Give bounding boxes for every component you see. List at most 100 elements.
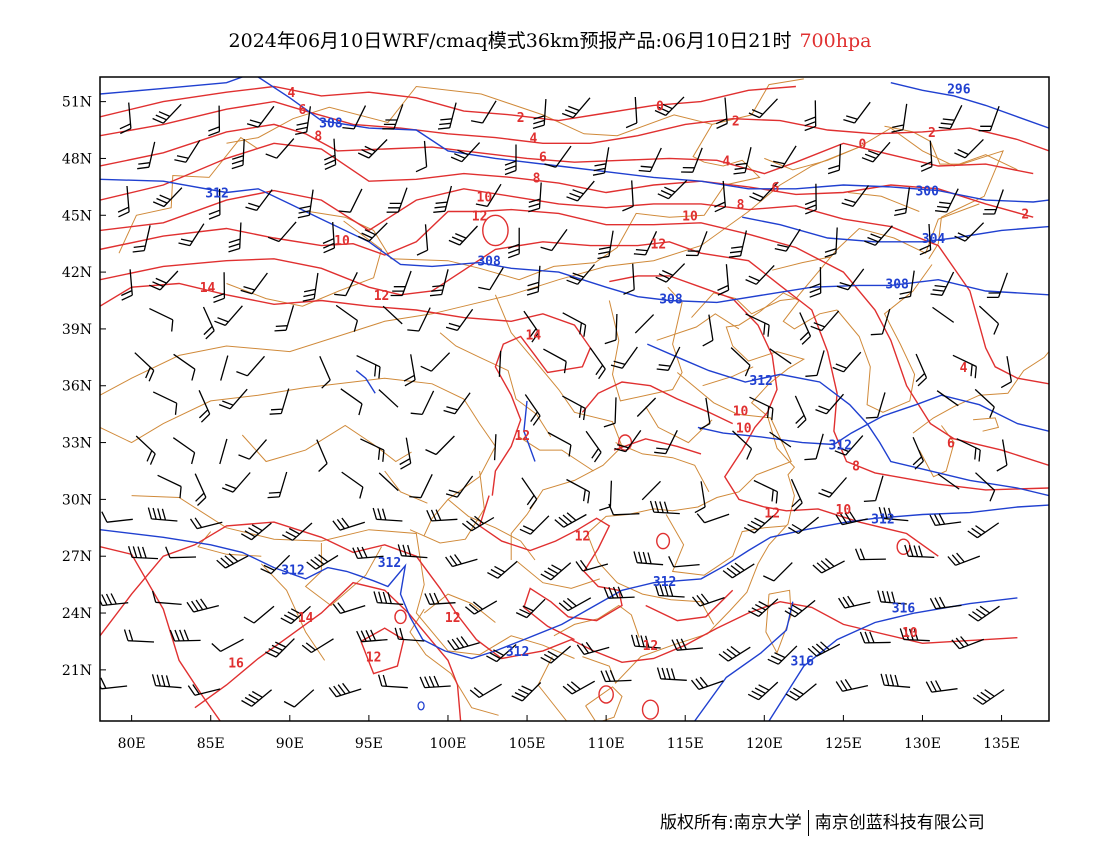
- wind-barb: [899, 628, 930, 642]
- wind-barb: [478, 267, 504, 291]
- wind-barb: [316, 439, 328, 472]
- wind-barb: [763, 562, 793, 582]
- wind-barb: [865, 392, 886, 419]
- temperature-contour-loop: [656, 532, 671, 550]
- wind-barb: [812, 558, 845, 574]
- wind-barb: [656, 667, 687, 681]
- plot-frame: [99, 76, 1050, 722]
- wind-barb: [322, 222, 336, 254]
- wind-barb: [827, 144, 842, 175]
- boundary-line: [884, 125, 1004, 260]
- wind-barb: [930, 271, 955, 296]
- wind-barb: [267, 221, 297, 243]
- wind-barb: [818, 477, 847, 498]
- lon-tick-label: 95E: [355, 736, 383, 752]
- wind-barb: [151, 590, 182, 606]
- wind-barb: [390, 270, 412, 297]
- temperature-contour-line: [100, 282, 592, 496]
- wind-barb: [504, 144, 517, 176]
- temperature-contour-line: [100, 521, 1018, 664]
- temperature-contour-label: 10: [836, 503, 852, 518]
- wind-barb: [151, 674, 182, 689]
- wind-barb: [925, 680, 958, 693]
- temperature-contour-line: [100, 546, 221, 721]
- wind-barb: [186, 598, 219, 613]
- wind-barb: [769, 431, 792, 448]
- wind-barb: [728, 230, 748, 258]
- wind-barb: [260, 554, 291, 575]
- wind-barb: [947, 552, 981, 566]
- wind-barb: [409, 474, 433, 499]
- boundary-line: [665, 514, 787, 576]
- wind-barb: [382, 305, 403, 325]
- lon-tick-label: 105E: [509, 736, 546, 752]
- footer-left: 版权所有:南京大学: [660, 813, 802, 833]
- height-contour-label: 308: [477, 255, 501, 270]
- temperature-contour-line: [581, 381, 734, 425]
- wind-barb: [748, 598, 779, 617]
- wind-barb: [599, 480, 613, 511]
- boundary-line: [304, 543, 382, 607]
- wind-barb: [804, 183, 817, 215]
- wind-barb: [208, 105, 221, 137]
- temperature-contour-line: [100, 85, 796, 122]
- wind-barb: [562, 395, 586, 421]
- wind-barb: [562, 680, 596, 695]
- wind-barb: [245, 189, 273, 212]
- wind-barb: [996, 439, 1008, 472]
- temperature-contour-label: 12: [445, 611, 461, 626]
- wind-barb: [464, 600, 498, 615]
- wind-barb: [416, 224, 429, 256]
- wind-barb: [749, 181, 779, 202]
- wind-barb: [804, 433, 824, 461]
- wind-barbs: [100, 96, 1013, 708]
- wind-barb: [753, 479, 779, 504]
- wind-barb: [117, 185, 130, 218]
- wind-barb: [920, 140, 933, 172]
- height-contour-label: 312: [281, 563, 304, 578]
- wind-barb: [526, 265, 541, 296]
- wind-barb: [671, 638, 703, 651]
- wind-barb: [834, 435, 864, 456]
- wind-barb: [211, 638, 244, 652]
- wind-barb: [169, 629, 201, 642]
- wind-barb: [295, 106, 312, 136]
- wind-barb: [543, 348, 567, 374]
- wind-barb: [810, 310, 840, 332]
- temperature-contour-line: [100, 208, 1049, 466]
- wind-barb: [214, 305, 243, 327]
- wind-barb: [951, 636, 985, 650]
- wind-barb: [403, 354, 416, 387]
- boundary-line: [585, 686, 623, 721]
- wind-barb: [978, 305, 1000, 335]
- wind-barb: [878, 507, 909, 522]
- wind-barb: [967, 522, 1000, 539]
- wind-barb: [194, 473, 207, 506]
- wind-barb: [566, 478, 591, 504]
- title-main: 2024年06月10日WRF/cmaq模式36km预报产品:06月10日21时: [228, 30, 792, 52]
- wind-barb: [123, 629, 155, 643]
- height-contour-line: [694, 601, 794, 721]
- wind-barb: [274, 305, 295, 332]
- wind-barb: [152, 187, 183, 208]
- height-contour-label: 304: [922, 232, 946, 247]
- wind-barb: [425, 435, 455, 456]
- wind-barb: [228, 222, 242, 253]
- wind-barb: [788, 516, 820, 535]
- boundary-line: [131, 495, 575, 659]
- wind-barb: [633, 231, 658, 256]
- wind-barb: [540, 645, 572, 664]
- wind-barb: [824, 227, 838, 258]
- wind-barb: [898, 270, 915, 300]
- boundary-line: [702, 366, 754, 387]
- wind-barb: [448, 225, 478, 246]
- wind-barb: [656, 346, 681, 371]
- wind-barb: [373, 591, 404, 606]
- wind-barb: [952, 354, 977, 379]
- wind-barb: [265, 138, 295, 159]
- wind-barb: [511, 682, 542, 702]
- boundary-line: [764, 146, 860, 171]
- temperature-contour-label: 2: [732, 115, 740, 130]
- wind-barb: [769, 348, 792, 365]
